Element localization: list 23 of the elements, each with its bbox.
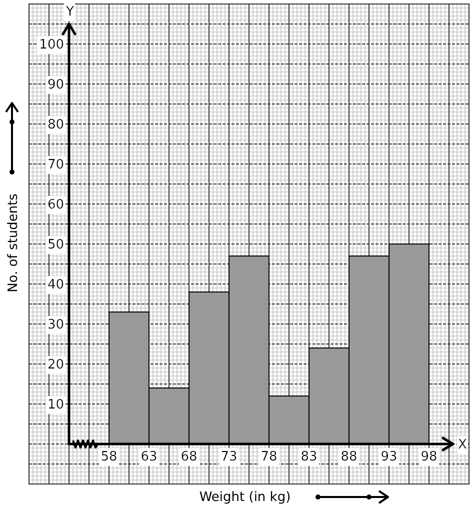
text: Y xyxy=(65,4,74,20)
x-tick-label: 73 xyxy=(220,450,238,465)
text: X xyxy=(458,438,467,453)
x-tick-label: 68 xyxy=(180,450,198,465)
y-tick-label: 70 xyxy=(47,158,64,173)
x-axis-title: Weight (in kg) xyxy=(199,490,291,505)
y-tick-label: 30 xyxy=(47,318,64,333)
x-tick-label: 98 xyxy=(420,450,438,465)
y-tick-label: 100 xyxy=(39,38,64,53)
y-tick-label: 40 xyxy=(47,278,64,293)
y-tick-label: 50 xyxy=(47,238,64,253)
y-tick-label: 10 xyxy=(47,398,64,413)
y-tick-label: 20 xyxy=(47,358,64,373)
y-tick-label: 60 xyxy=(47,198,64,213)
x-tick-label: 63 xyxy=(140,450,158,465)
x-tick-label: 93 xyxy=(380,450,398,465)
y-axis-title: No. of students xyxy=(6,193,21,292)
y-tick-label: 90 xyxy=(47,78,64,93)
x-tick-label: 58 xyxy=(100,450,118,465)
x-tick-label: 88 xyxy=(340,450,358,465)
x-tick-label: 83 xyxy=(300,450,318,465)
y-tick-label: 80 xyxy=(47,118,64,133)
x-tick-label: 78 xyxy=(260,450,278,465)
